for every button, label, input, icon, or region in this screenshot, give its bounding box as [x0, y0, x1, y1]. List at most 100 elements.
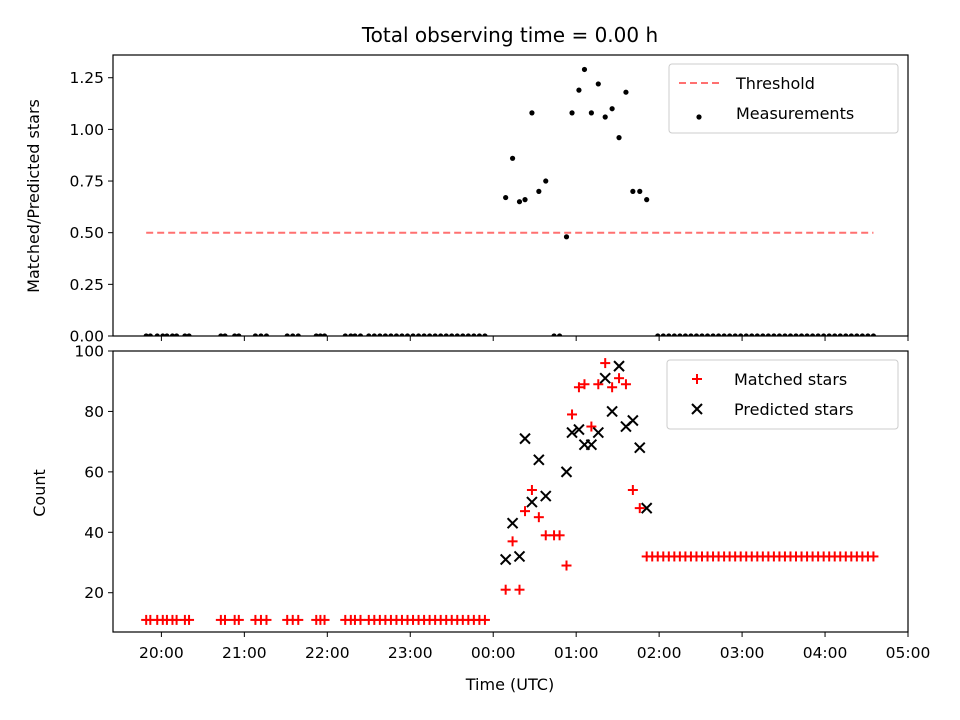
measurement-point	[738, 333, 744, 336]
matched-star-point	[261, 614, 272, 625]
x-tick-label: 21:00	[222, 644, 267, 662]
matched-star-point	[293, 614, 304, 625]
measurement-point	[671, 333, 677, 336]
predicted-star-point	[585, 438, 598, 451]
bottom-legend: Matched stars Predicted stars	[666, 359, 899, 430]
measurement-point	[509, 155, 516, 161]
top-y-tick-label: 1.00	[69, 121, 104, 139]
measurement-point	[732, 333, 738, 336]
measurement-point	[404, 333, 411, 336]
matched-star-point	[593, 379, 604, 390]
measurement-point	[371, 333, 377, 336]
measurement-point	[218, 333, 224, 336]
measurement-point	[295, 333, 301, 336]
predicted-star-point	[540, 490, 552, 502]
x-tick-label: 20:00	[139, 644, 184, 662]
legend-label: Measurements	[736, 104, 854, 123]
measurement-point	[727, 333, 733, 336]
bottom-y-tick-label: 80	[84, 403, 104, 421]
measurement-point	[682, 333, 688, 336]
measurement-point	[460, 333, 466, 336]
measurement-point	[826, 333, 832, 336]
matched-star-point	[533, 512, 544, 523]
matched-star-point	[627, 484, 638, 495]
measurement-point	[859, 333, 865, 336]
matched-star-point	[600, 358, 611, 369]
measurement-point	[595, 81, 601, 87]
measurement-point	[160, 333, 166, 336]
measurement-point	[357, 333, 364, 336]
measurement-point	[551, 333, 557, 336]
measurement-point	[854, 333, 860, 336]
measurement-point	[693, 333, 700, 336]
x-tick-label: 02:00	[637, 644, 682, 662]
measurement-point	[427, 333, 433, 336]
measurement-point	[236, 333, 242, 336]
measurement-point	[503, 194, 509, 201]
predicted-star-point	[592, 426, 605, 439]
matched-star-point	[567, 409, 578, 420]
measurement-point	[263, 333, 270, 336]
measurement-point	[147, 333, 153, 336]
measurement-point	[182, 333, 188, 336]
measurement-point	[174, 333, 180, 336]
measurement-point	[482, 333, 488, 336]
matched-star-point	[579, 379, 590, 390]
measurement-point	[793, 333, 799, 336]
x-tick-label: 23:00	[388, 644, 433, 662]
predicted-star-point-b	[513, 550, 526, 563]
predicted-star-point	[560, 466, 573, 478]
bottom-panel: 20 40 60 80 100 20:00 21:00 22:00 23:00 00:00 01:0…	[74, 343, 930, 663]
measurement-point	[342, 333, 348, 336]
x-tick-label: 01:00	[554, 644, 599, 662]
predicted-star-point-b	[499, 553, 512, 566]
measurement-point	[576, 87, 582, 93]
measurement-point	[432, 333, 438, 336]
measurement-point	[516, 199, 523, 205]
top-legend: Threshold Measurements	[668, 63, 899, 134]
matched-star-point	[607, 382, 618, 393]
measurement-point	[415, 333, 422, 336]
figure-title: Total observing time = 0.00 h	[361, 23, 658, 47]
matched-star-point	[561, 560, 572, 571]
measurement-point	[588, 110, 594, 116]
measurement-point	[143, 333, 149, 336]
bottom-y-axis-label: Count	[30, 469, 49, 517]
measurement-point	[284, 333, 290, 336]
measurement-point	[704, 333, 711, 336]
measurement-point	[522, 197, 528, 203]
measurement-point	[677, 333, 683, 336]
matched-star-point	[479, 614, 490, 625]
matched-star-point	[219, 614, 230, 625]
measurement-point	[609, 106, 615, 112]
measurement-point	[232, 333, 238, 336]
measurement-point	[804, 333, 810, 336]
matched-star-point	[620, 379, 631, 390]
measurement-point	[660, 333, 666, 336]
predicted-star-point	[606, 405, 618, 418]
measurement-point	[536, 188, 542, 194]
matched-star-point	[586, 421, 597, 432]
matched-star-point	[526, 484, 537, 495]
matched-star-point	[233, 614, 244, 625]
measurement-point	[543, 178, 549, 184]
measurement-point	[666, 333, 672, 336]
measurement-point	[715, 333, 722, 336]
predicted-star-point-b	[566, 426, 578, 439]
predicted-star-point-b	[585, 438, 598, 451]
measurement-point	[443, 333, 449, 336]
measurement-point	[169, 333, 176, 336]
measurement-point	[563, 234, 570, 240]
measurement-point	[644, 197, 650, 203]
measurement-point	[765, 333, 771, 336]
predicted-star-point-b	[640, 502, 653, 514]
measurement-point	[637, 188, 643, 194]
measurement-point	[348, 333, 354, 336]
measurement-point	[252, 333, 259, 336]
top-y-tick-label: 0.50	[69, 224, 104, 242]
predicted-star-point-b	[560, 466, 573, 478]
measurement-point	[602, 114, 608, 120]
measurement-point	[710, 333, 716, 336]
bottom-y-tick-label: 100	[74, 343, 104, 361]
measurement-point	[848, 333, 854, 336]
